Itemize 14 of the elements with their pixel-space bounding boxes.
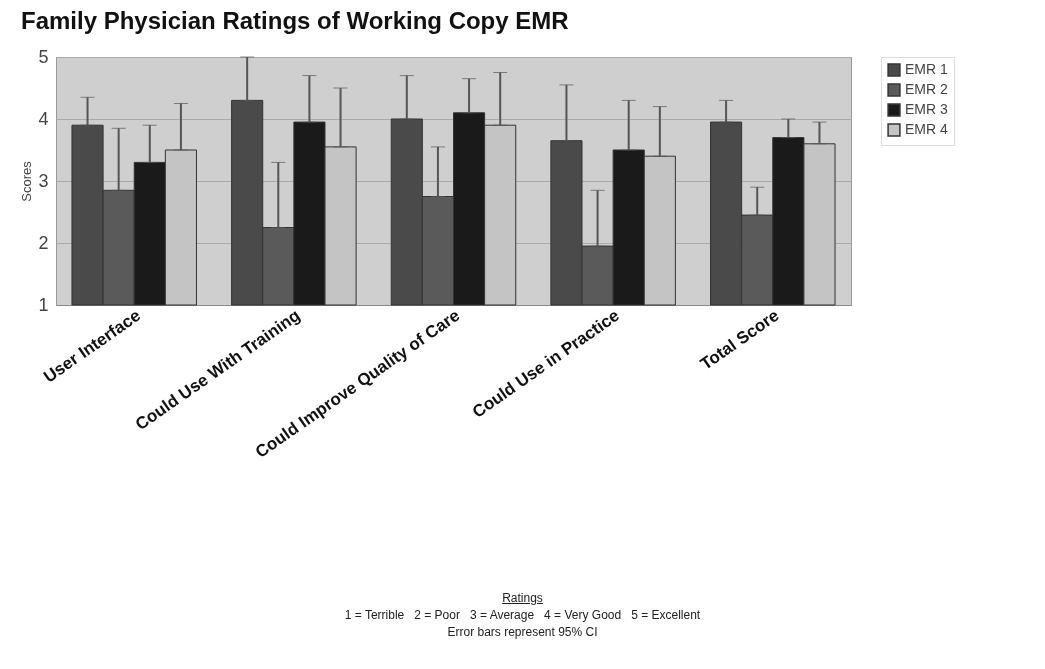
y-tick-label: 5 <box>38 46 49 67</box>
legend-label: EMR 1 <box>905 61 948 77</box>
legend-label: EMR 4 <box>905 121 948 137</box>
y-tick-label: 1 <box>38 294 49 315</box>
legend-label: EMR 3 <box>905 101 948 117</box>
text: 1 = Terrible 2 = Poor 3 = Average 4 = Very Good 5 = Excellent <box>343 607 702 624</box>
text: Error bars represent 95% CI <box>446 624 599 641</box>
legend-label: EMR 2 <box>905 81 948 97</box>
y-tick-label: 2 <box>38 232 49 253</box>
text: Ratings <box>501 590 544 607</box>
y-tick-label: 4 <box>38 108 49 129</box>
y-axis-title: Scores <box>19 160 35 202</box>
y-tick-label: 3 <box>38 170 49 191</box>
chart-title: Family Physician Ratings of Working Copy EMR <box>20 7 569 34</box>
